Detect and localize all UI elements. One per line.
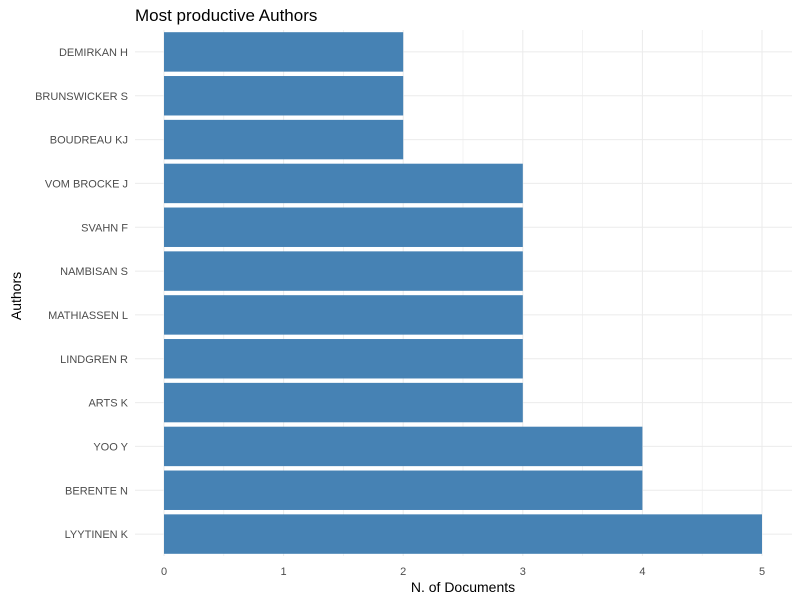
y-tick-label: YOO Y [93, 441, 128, 453]
y-tick-label: BERENTE N [65, 485, 128, 497]
x-tick-label: 5 [759, 566, 765, 578]
bar [164, 119, 404, 160]
bar [164, 76, 404, 116]
bar [164, 207, 523, 247]
x-tick-label: 2 [400, 566, 406, 578]
y-tick-label: SVAHN F [81, 222, 128, 234]
bar [164, 426, 643, 467]
bar [164, 514, 762, 554]
bar [164, 32, 404, 72]
bar [164, 470, 643, 510]
x-tick-label: 1 [281, 566, 287, 578]
y-tick-label: BRUNSWICKER S [35, 91, 128, 103]
x-tick-label: 0 [161, 566, 167, 578]
y-tick-label: VOM BROCKE J [45, 178, 128, 190]
y-tick-label: MATHIASSEN L [48, 310, 128, 322]
x-axis-label: N. of Documents [410, 579, 516, 595]
bar [164, 382, 523, 423]
bar [164, 339, 523, 379]
y-tick-label: ARTS K [88, 398, 128, 410]
bar [164, 295, 523, 335]
bar [164, 251, 523, 291]
y-tick-label: LINDGREN R [60, 354, 128, 366]
chart-title: Most productive Authors [135, 6, 318, 25]
y-tick-label: BOUDREAU KJ [50, 135, 128, 147]
x-tick-label: 4 [639, 566, 645, 578]
bar [164, 163, 523, 204]
x-tick-label: 3 [520, 566, 526, 578]
y-tick-label: NAMBISAN S [60, 266, 128, 278]
y-tick-label: LYYTINEN K [65, 529, 129, 541]
y-tick-label: DEMIRKAN H [59, 47, 128, 59]
